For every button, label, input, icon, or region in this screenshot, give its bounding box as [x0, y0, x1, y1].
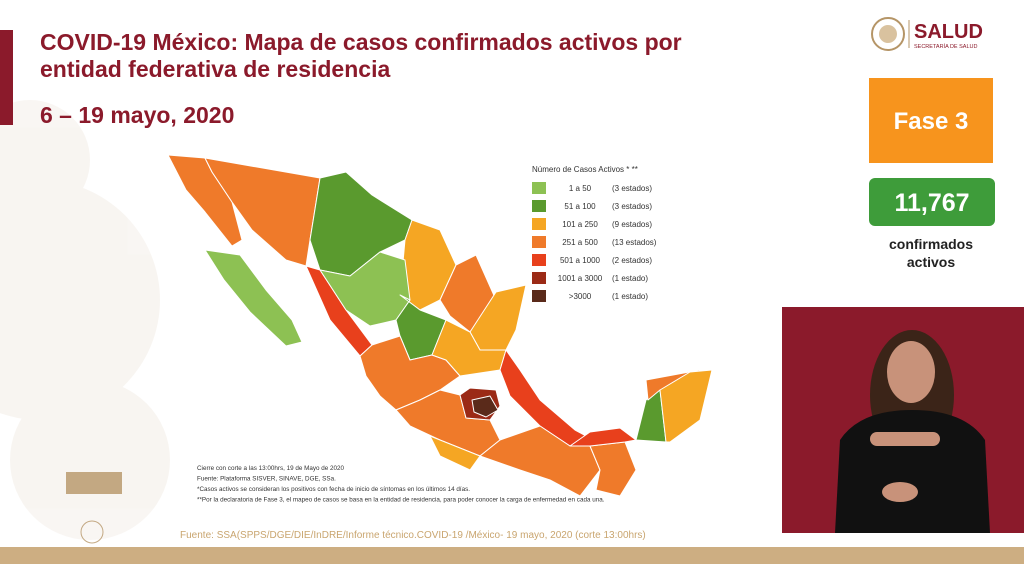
title: COVID-19 México: Mapa de casos confirmad…: [40, 29, 682, 55]
total-value: 11,767: [894, 189, 969, 217]
date: 6 – 19 mayo, 2020: [40, 102, 234, 128]
map: [167, 154, 713, 497]
total-label: activos: [907, 254, 955, 270]
note: **Por la declaratoria de Fase 3, el mape…: [197, 497, 605, 504]
logo-subtitle: SECRETARÍA DE SALUD: [914, 43, 977, 50]
accent-bar: [0, 30, 13, 125]
legend-swatch: [532, 236, 546, 248]
legend-swatch: [532, 200, 546, 212]
legend-label: >3000: [569, 292, 592, 301]
legend-count: (1 estado): [612, 274, 648, 283]
note: Cierre con corte a las 13:00hrs, 19 de M…: [197, 465, 345, 472]
legend-swatch: [532, 272, 546, 284]
legend-swatch: [532, 182, 546, 194]
legend-count: (13 estados): [612, 238, 657, 247]
state: [471, 395, 499, 418]
phase-box: [869, 78, 993, 163]
legend-swatch: [532, 290, 546, 302]
legend-label: 251 a 500: [562, 238, 598, 247]
logo: SALUD SECRETARÍA DE SALUD: [871, 17, 983, 51]
background-pattern: [0, 100, 170, 540]
legend-title: Número de Casos Activos * **: [532, 165, 638, 174]
legend: 1 a 50 (3 estados) 51 a 100 (3 estados) 101 …: [532, 182, 657, 302]
state: [429, 435, 481, 471]
footer-logo: [66, 472, 122, 544]
logo-name: SALUD: [914, 21, 983, 43]
legend-count: (1 estado): [612, 292, 648, 301]
legend-swatch: [532, 254, 546, 266]
total-box: [869, 178, 995, 226]
note: Fuente: Plataforma SISVER, SINAVE, DGE, …: [197, 476, 336, 483]
interpreter-video: [782, 307, 1024, 533]
state: [399, 219, 457, 311]
state: [659, 369, 713, 443]
title: entidad federativa de residencia: [40, 56, 390, 82]
legend-label: 501 a 1000: [560, 256, 601, 265]
legend-count: (3 estados): [612, 202, 652, 211]
footer-bar: [0, 547, 1024, 564]
state: [309, 171, 413, 277]
source: Fuente: SSA(SPPS/DGE/DIE/InDRE/Informe t…: [180, 530, 646, 541]
legend-count: (2 estados): [612, 256, 652, 265]
notes: Cierre con corte a las 13:00hrs, 19 de M…: [197, 465, 605, 504]
legend-count: (9 estados): [612, 220, 652, 229]
legend-count: (3 estados): [612, 184, 652, 193]
legend-label: 101 a 250: [562, 220, 598, 229]
total-label: confirmados: [889, 236, 973, 252]
legend-label: 1001 a 3000: [558, 274, 603, 283]
note: *Casos activos se consideran los positiv…: [197, 486, 470, 493]
state: [204, 249, 303, 347]
phase: Fase 3: [894, 108, 969, 135]
legend-label: 1 a 50: [569, 184, 592, 193]
legend-swatch: [532, 218, 546, 230]
legend-label: 51 a 100: [564, 202, 596, 211]
